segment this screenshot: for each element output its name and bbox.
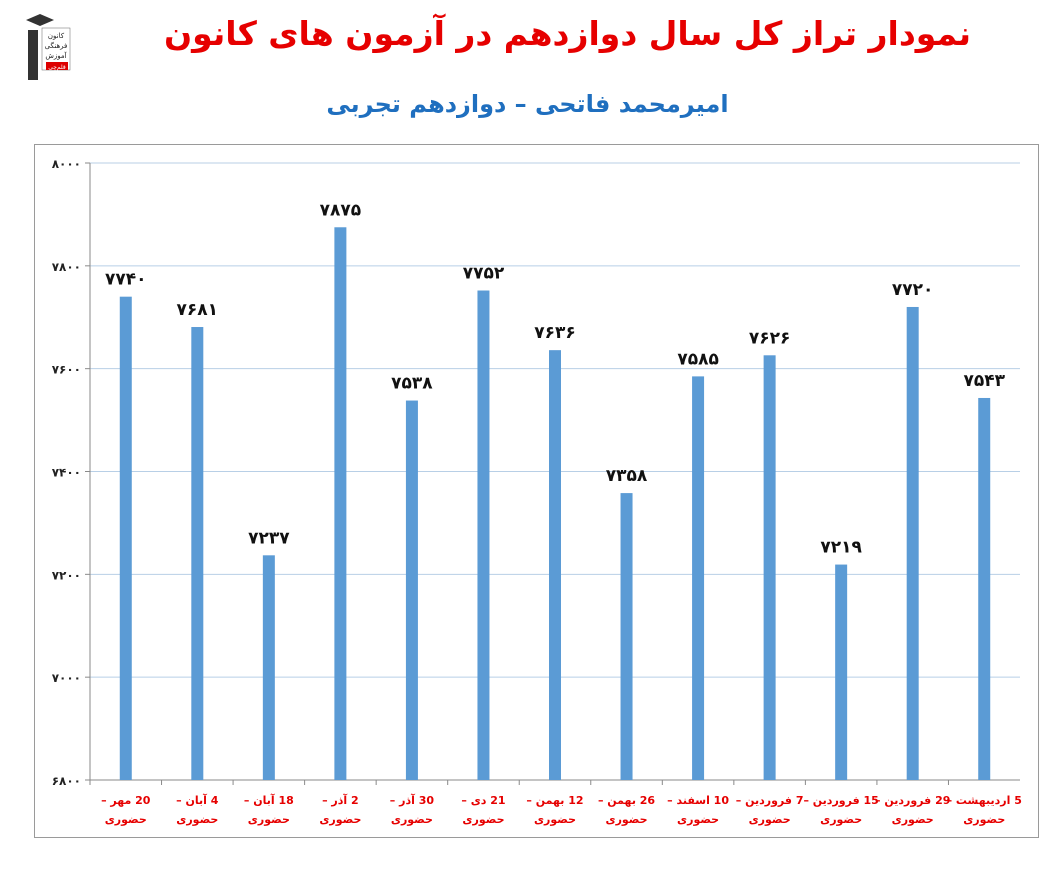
y-tick-label: ۷۶۰۰ [52, 363, 81, 377]
x-category-sublabel: حضوری [963, 813, 1005, 826]
y-tick-label: ۷۲۰۰ [52, 568, 81, 582]
chart-title: نمودار تراز کل سال دوازدهم در آزمون های … [163, 14, 972, 53]
bar [119, 296, 132, 780]
x-category-sublabel: حضوری [462, 813, 504, 826]
bar-value-label: ۷۶۸۱ [177, 300, 219, 320]
bar-value-label: ۷۲۳۷ [248, 528, 290, 548]
y-tick-label: ۶۸۰۰ [52, 774, 81, 788]
x-category-label: 12 بهمن – [526, 794, 583, 807]
x-category-sublabel: حضوری [105, 813, 147, 826]
bar-value-label: ۷۷۲۰ [892, 280, 934, 300]
bar-value-label: ۷۶۲۶ [749, 328, 791, 348]
x-category-sublabel: حضوری [820, 813, 862, 826]
x-category-label: 2 آذر – [322, 793, 359, 807]
x-category-label: 21 دی – [461, 794, 505, 807]
x-category-sublabel: حضوری [319, 813, 361, 826]
bar [763, 355, 776, 780]
bar [906, 306, 919, 780]
bar [978, 397, 991, 780]
bar-value-label: ۷۲۱۹ [820, 538, 862, 558]
logo-text: فرهنگی [45, 41, 68, 50]
x-category-sublabel: حضوری [892, 813, 934, 826]
chart-frame [34, 144, 1039, 838]
x-category-label: 29 فروردین – [875, 794, 950, 807]
x-category-label: 20 مهر – [101, 794, 151, 807]
bar-value-label: ۷۵۴۳ [963, 371, 1005, 391]
x-category-sublabel: حضوری [248, 813, 290, 826]
kanoon-logo: کانون فرهنگی آموزش قلم‌چی [24, 12, 86, 82]
bar [191, 327, 204, 780]
x-category-label: 26 بهمن – [598, 794, 655, 807]
bar [835, 564, 848, 780]
logo-text: آموزش [45, 51, 67, 60]
bar [692, 376, 705, 780]
logo-badge: قلم‌چی [48, 64, 66, 71]
chart-subtitle: امیرمحمد فاتحی – دوازدهم تجربی [326, 90, 729, 118]
x-category-label: 30 آذر – [390, 793, 435, 807]
x-category-sublabel: حضوری [749, 813, 791, 826]
bar [405, 400, 418, 780]
logo-text: کانون [48, 32, 65, 40]
bar-value-label: ۷۷۴۰ [105, 270, 147, 290]
y-tick-label: ۷۴۰۰ [52, 466, 81, 480]
bar-value-label: ۷۸۷۵ [320, 200, 362, 220]
bar-value-label: ۷۶۳۶ [534, 323, 576, 343]
bar [620, 493, 633, 780]
x-category-sublabel: حضوری [391, 813, 433, 826]
y-tick-label: ۸۰۰۰ [52, 157, 81, 171]
bar [549, 350, 561, 780]
bar [334, 227, 347, 781]
x-category-sublabel: حضوری [677, 813, 719, 826]
bar [262, 555, 275, 780]
x-category-sublabel: حضوری [176, 813, 218, 826]
y-tick-label: ۷۸۰۰ [52, 260, 81, 274]
bar-value-label: ۷۵۳۸ [391, 374, 433, 394]
x-category-label: 4 آبان – [176, 793, 219, 807]
bar-value-label: ۷۷۵۲ [463, 264, 505, 284]
bar-value-label: ۷۳۵۸ [606, 466, 648, 486]
bar [477, 290, 490, 780]
x-category-sublabel: حضوری [534, 813, 576, 826]
x-category-sublabel: حضوری [605, 813, 647, 826]
x-category-label: 5 اردیبهشت – [947, 794, 1022, 807]
x-category-label: 7 فروردین – [736, 794, 804, 807]
bar-value-label: ۷۵۸۵ [677, 349, 719, 369]
x-category-label: 10 اسفند – [667, 794, 729, 807]
x-category-label: 18 آبان – [244, 793, 294, 807]
x-category-label: 15 فروردین – [803, 794, 878, 807]
y-tick-label: ۷۰۰۰ [52, 671, 81, 685]
